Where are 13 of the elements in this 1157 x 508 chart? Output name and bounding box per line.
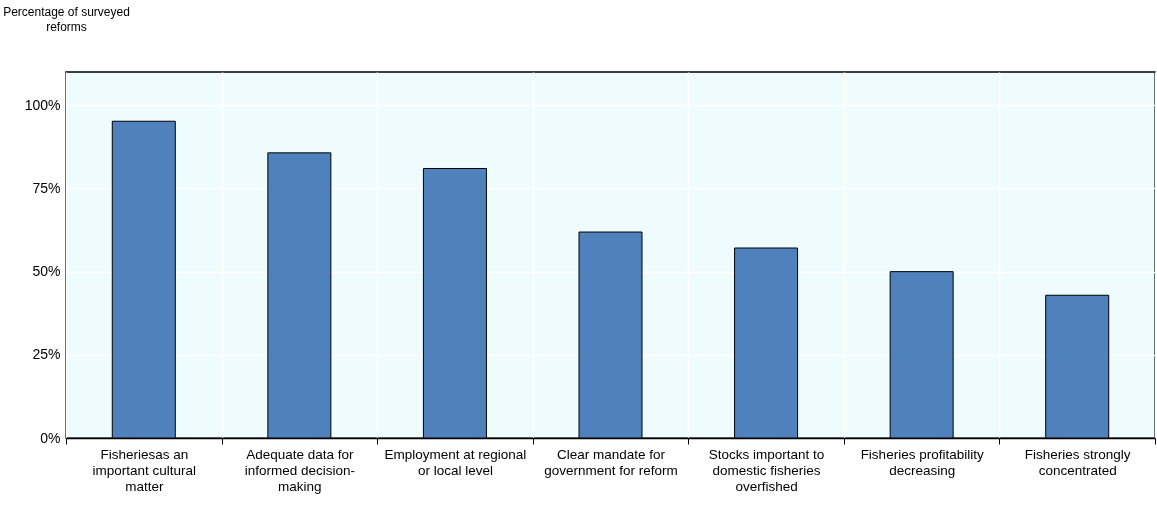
y-tick-label: 0% [40, 429, 61, 446]
y-tick-label: 50% [32, 263, 61, 280]
y-tick-label: 25% [32, 346, 61, 363]
x-tick-label: Fisheriesas an important cultural matter [92, 446, 197, 494]
y-tick-label: 100% [24, 96, 61, 113]
x-tick-label: Stocks important to domestic fisheries overfished [708, 446, 825, 494]
x-tick-label: Employment at regional or local level [384, 446, 527, 478]
x-tick-label: Adequate data for informed decision-making [244, 446, 356, 494]
x-tick-label: Clear mandate for government for reform [544, 446, 678, 478]
y-tick-label: 75% [32, 179, 61, 196]
x-tick-label: Fisheries profitability decreasing [860, 446, 984, 478]
y-axis-title: Percentage of surveyed reforms [3, 4, 130, 34]
x-tick-label: Fisheries strongly concentrated [1024, 446, 1131, 478]
